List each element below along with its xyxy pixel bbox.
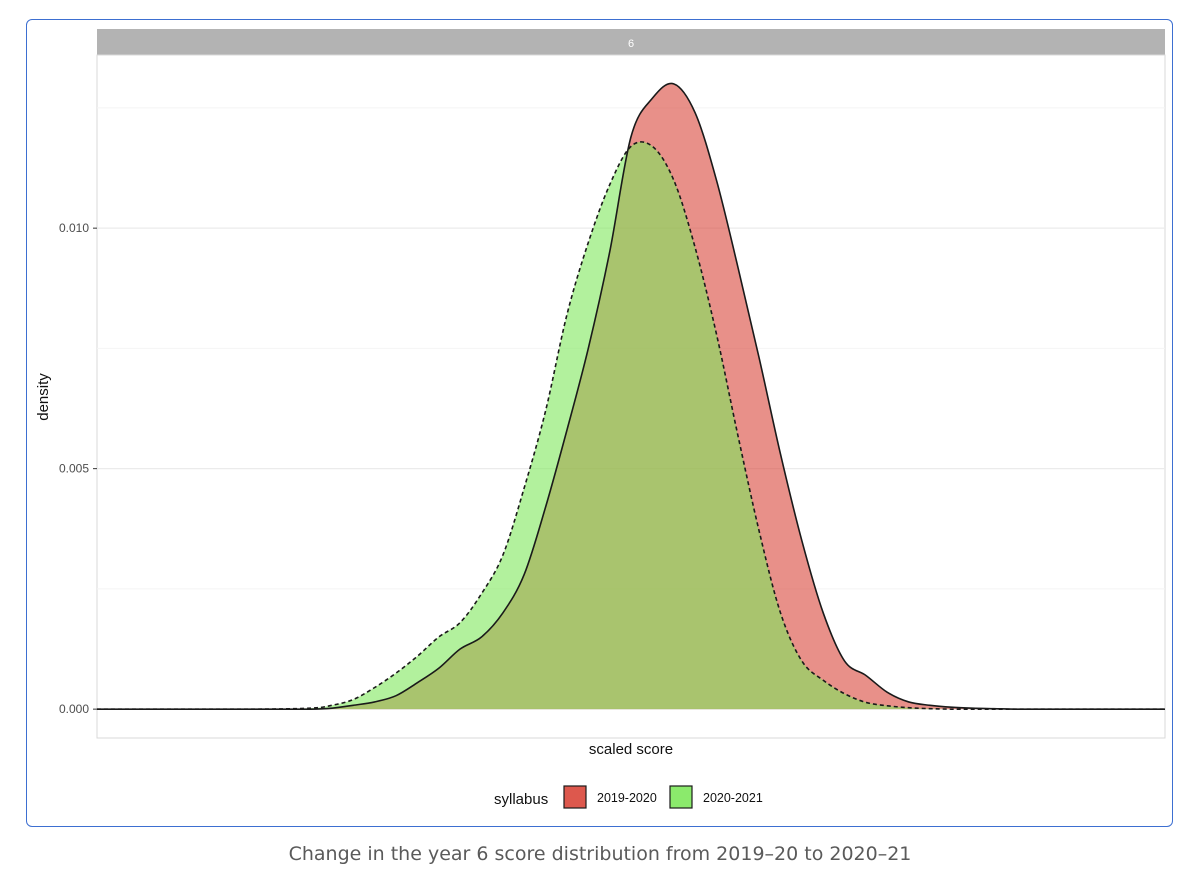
y-tick-label: 0.005 <box>59 462 89 476</box>
y-tick-label: 0.000 <box>59 702 89 716</box>
y-axis-label: density <box>35 373 52 421</box>
y-tick-label: 0.010 <box>59 221 89 235</box>
density-line-2019-2020 <box>96 82 1165 710</box>
density-line-2020-2021 <box>96 141 1165 710</box>
legend-label-2019-2020: 2019-2020 <box>597 791 657 805</box>
density-area-2020-2021 <box>97 141 1165 710</box>
legend-key-2019-2020 <box>563 785 587 809</box>
legend-key-2020-2021 <box>669 785 693 809</box>
legend: syllabus 2019-2020 2020-2021 <box>494 785 763 809</box>
legend-label-2020-2021: 2020-2021 <box>703 791 763 805</box>
x-axis-label: scaled score <box>589 741 673 758</box>
density-areas <box>96 82 1165 710</box>
facet-strip <box>97 29 1165 55</box>
facet-label: 6 <box>628 38 634 50</box>
figure-caption: Change in the year 6 score distribution … <box>288 843 912 865</box>
legend-title: syllabus <box>494 791 548 808</box>
y-axis: 0.000 0.005 0.010 <box>59 221 97 716</box>
